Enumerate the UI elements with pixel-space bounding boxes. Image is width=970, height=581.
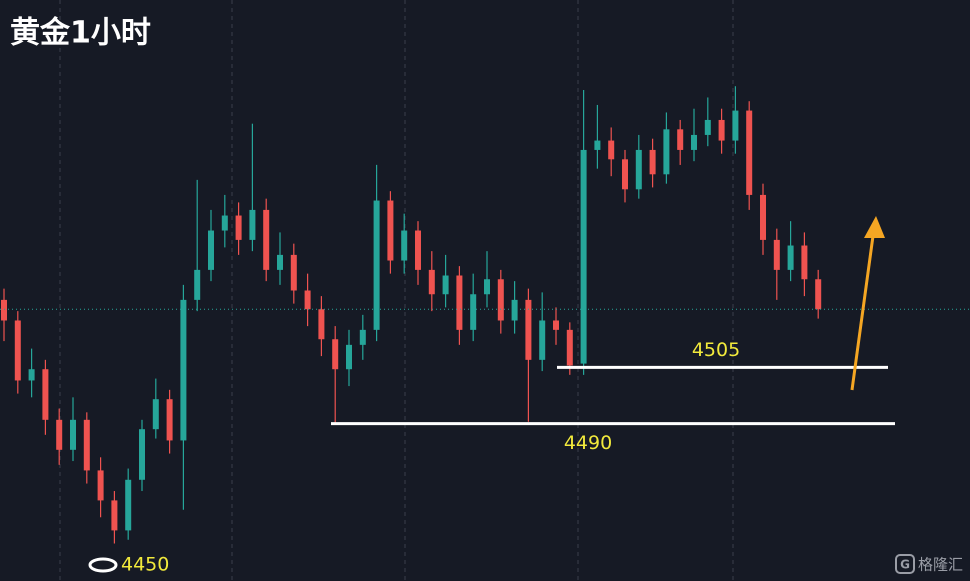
candle-body [332, 339, 339, 370]
candle-body [773, 239, 780, 270]
candle-body [594, 140, 601, 150]
candle-body [208, 230, 214, 270]
candle-body [194, 269, 201, 300]
candle-body [442, 275, 449, 295]
candle-body [97, 470, 104, 501]
candle-body [470, 294, 477, 330]
watermark-logo [895, 554, 915, 574]
grid [59, 0, 734, 581]
candle-body [70, 419, 76, 450]
candle-body [635, 149, 642, 190]
candle-body [42, 369, 49, 420]
candle-body [663, 129, 670, 175]
candle-body [1, 299, 7, 321]
candle-body [401, 230, 408, 261]
candle-body [566, 329, 573, 366]
arrow-head [864, 216, 885, 238]
candle-body [718, 119, 725, 141]
candle-body [83, 419, 90, 471]
candle-body [346, 344, 352, 370]
candle-body [497, 279, 504, 321]
candle-body [139, 429, 145, 480]
candle-body [415, 230, 421, 270]
candle-body [249, 209, 256, 240]
candle-body [649, 149, 656, 175]
candle-body [677, 129, 684, 150]
candle-body [152, 399, 159, 430]
candle-body [456, 275, 463, 330]
watermark-text: 格隆汇 [918, 556, 963, 574]
candle-body [14, 320, 21, 381]
candle-body [221, 215, 228, 231]
arrow-shaft [850, 235, 875, 391]
candle-body [180, 299, 187, 441]
level-label: 4505 [692, 339, 740, 361]
candle-body [525, 299, 532, 360]
candle-body [387, 200, 394, 261]
candle-body [359, 329, 366, 345]
candle-body [263, 209, 270, 270]
candle-body [815, 279, 822, 310]
candle-body [622, 159, 628, 190]
low-marker [88, 557, 118, 573]
candle-body [373, 200, 380, 330]
candle-body [704, 119, 711, 135]
plot: 4505 4490 4450 [0, 86, 970, 576]
candle-body [290, 254, 297, 291]
low-marker-label: 4450 [121, 554, 169, 576]
candle-body [608, 140, 615, 160]
candle-body [691, 134, 697, 150]
candle-body [28, 369, 35, 381]
candle-body [484, 279, 490, 295]
candle-body [125, 479, 132, 531]
candle-body [166, 399, 173, 441]
candle-body [760, 194, 766, 240]
candle-body [553, 320, 559, 330]
level-label: 4490 [564, 432, 612, 454]
chart-title: 黄金1小时 [10, 16, 151, 51]
candle-body [56, 419, 63, 450]
candle-body [787, 245, 794, 270]
candle-body [511, 299, 518, 321]
candle-body [277, 254, 283, 270]
candle-body [746, 110, 753, 195]
candle-body [304, 290, 311, 310]
watermark-logo-letter: G [900, 558, 910, 572]
candle-body [732, 110, 739, 141]
candle-body [580, 149, 587, 364]
candle-body [801, 245, 808, 280]
candle-body [428, 269, 435, 295]
candle-body [235, 215, 242, 240]
candle-body [539, 320, 546, 360]
candle-body [111, 500, 118, 531]
candle-body [318, 309, 325, 340]
watermark: G 格隆汇 [895, 554, 963, 574]
